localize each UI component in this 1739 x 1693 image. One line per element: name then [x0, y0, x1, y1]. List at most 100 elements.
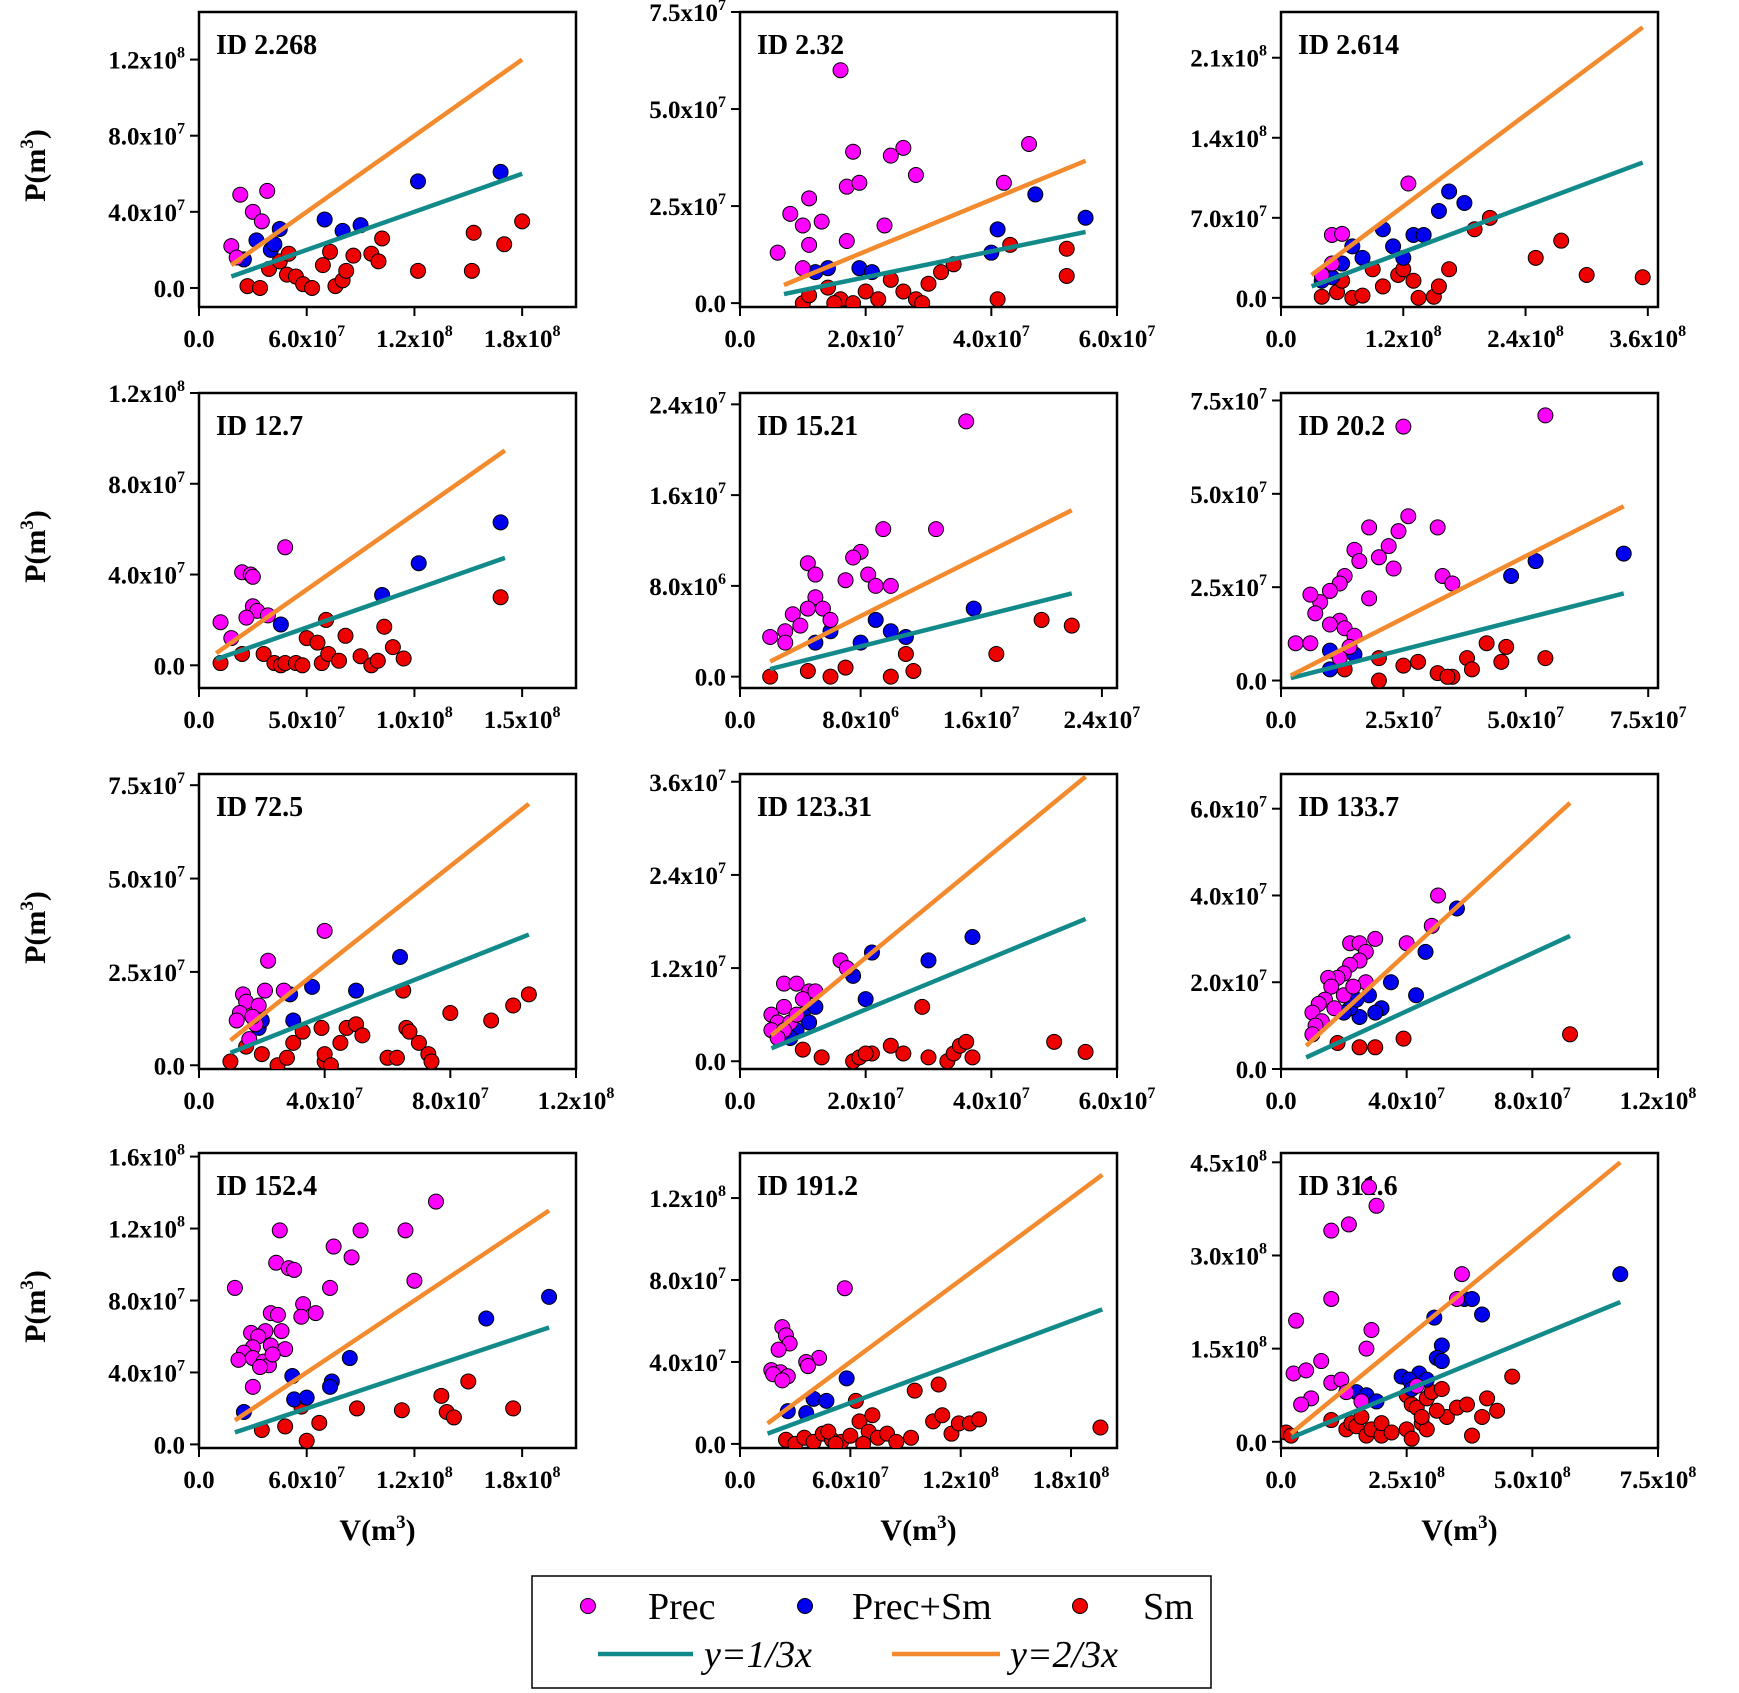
point-sm	[252, 279, 269, 296]
point-prec	[876, 217, 893, 234]
point-prec	[799, 600, 816, 617]
tick-mantissa: 2.4x10	[1487, 326, 1556, 353]
axis-label-part: P(m	[19, 530, 52, 583]
point-sm	[445, 1409, 462, 1426]
point-sm	[465, 224, 482, 241]
line-two-thirds	[769, 508, 1073, 664]
tick-mantissa: 2.5x10	[649, 194, 718, 221]
line-one-third	[766, 1307, 1104, 1436]
point-prec-sm	[857, 991, 874, 1008]
point-sm	[376, 618, 393, 635]
y-axis-label: P(m3)	[17, 129, 52, 202]
point-prec	[1360, 1179, 1377, 1196]
point-prec	[316, 922, 333, 939]
point-prec	[1429, 519, 1446, 536]
tick-mantissa: 0.0	[695, 1049, 726, 1076]
point-prec	[845, 549, 862, 566]
tick-mantissa: 7.5x10	[1190, 388, 1259, 415]
point-prec-sm	[965, 600, 982, 617]
point-sm	[314, 257, 331, 274]
tick-mantissa: 4.0x10	[286, 1088, 355, 1115]
tick-exponent: 8	[1434, 323, 1442, 340]
y-tick-label: 2.5x107	[649, 191, 726, 221]
legend-prec-sm-marker	[797, 1598, 813, 1614]
point-prec	[286, 1261, 303, 1278]
point-sm	[870, 291, 887, 307]
tick-exponent: 8	[1259, 1240, 1267, 1257]
tick-mantissa: 2.0x10	[827, 326, 896, 353]
point-prec	[907, 167, 924, 184]
point-prec	[1351, 553, 1368, 570]
point-sm	[393, 1402, 410, 1419]
plot-area	[1281, 1160, 1629, 1447]
legend-prec-label: Prec	[648, 1586, 716, 1628]
point-sm	[370, 253, 387, 270]
y-tick-label: 4.0x107	[1190, 880, 1267, 910]
tick-mantissa: 0.0	[1236, 1430, 1267, 1457]
point-sm	[906, 1382, 923, 1399]
plot-area	[763, 1173, 1109, 1448]
tick-mantissa: 8.0x10	[108, 472, 177, 499]
point-sm	[313, 1019, 330, 1036]
point-sm	[345, 247, 362, 264]
point-prec	[1363, 1322, 1380, 1338]
x-tick-label: 0.0	[1265, 326, 1296, 353]
point-prec	[1307, 605, 1324, 622]
x-tick-label: 4.0x107	[286, 1085, 363, 1115]
axis-label-part: P(m	[19, 1290, 52, 1343]
point-sm	[505, 1400, 522, 1417]
x-tick-label: 1.5x108	[484, 704, 561, 734]
tick-exponent: 7	[1259, 203, 1267, 220]
point-sm	[914, 998, 931, 1015]
panel-id-152-4: ID 152.40.04.0x1078.0x1071.2x1081.6x1080…	[17, 1142, 578, 1547]
point-sm	[1395, 1030, 1412, 1047]
point-prec	[882, 577, 899, 594]
line-one-third	[769, 591, 1073, 672]
point-prec	[851, 174, 868, 191]
tick-mantissa: 2.4x10	[649, 392, 718, 419]
point-prec-sm	[1433, 1353, 1450, 1370]
point-sm	[514, 213, 531, 230]
x-tick-label: 6.0x107	[1079, 323, 1156, 353]
point-prec	[244, 1378, 261, 1395]
panel-id: ID 311.6	[1298, 1171, 1398, 1202]
point-prec	[212, 614, 229, 631]
tick-exponent: 8	[606, 1085, 614, 1102]
point-prec	[867, 577, 884, 594]
point-prec	[1287, 635, 1304, 652]
y-tick-label: 5.0x107	[108, 864, 185, 894]
point-sm	[311, 1414, 328, 1431]
point-sm	[222, 1053, 239, 1069]
legend-sm-marker	[1072, 1598, 1088, 1614]
point-sm	[1479, 1390, 1496, 1407]
point-sm	[888, 1433, 905, 1448]
y-tick-label: 1.6x107	[649, 480, 726, 510]
point-sm	[388, 1049, 405, 1066]
tick-exponent: 7	[177, 957, 185, 974]
tick-mantissa: 1.2x10	[108, 1217, 177, 1244]
tick-exponent: 8	[991, 1464, 999, 1481]
y-axis-label: P(m3)	[17, 1270, 52, 1343]
tick-exponent: 7	[1132, 704, 1140, 721]
point-prec-sm	[1474, 1306, 1491, 1323]
line-two-thirds	[1304, 801, 1572, 1048]
tick-exponent: 7	[1147, 323, 1155, 340]
axis-label-part: 3	[17, 520, 38, 530]
tick-exponent: 7	[1563, 1085, 1571, 1102]
tick-mantissa: 0.0	[183, 1467, 214, 1494]
tick-exponent: 8	[718, 1183, 726, 1200]
x-tick-label: 6.0x107	[268, 323, 345, 353]
panel-id: ID 2.268	[216, 30, 317, 61]
tick-exponent: 7	[1259, 880, 1267, 897]
axis-label-part: V(m	[880, 1514, 937, 1547]
point-prec	[895, 139, 912, 156]
point-prec	[1345, 978, 1362, 995]
point-prec-sm	[272, 616, 289, 633]
y-tick-label: 3.0x108	[1190, 1240, 1267, 1270]
tick-mantissa: 1.8x10	[1033, 1467, 1102, 1494]
y-tick-label: 0.0	[695, 665, 726, 692]
point-sm	[882, 668, 899, 685]
panel-id: ID 133.7	[1298, 792, 1399, 823]
